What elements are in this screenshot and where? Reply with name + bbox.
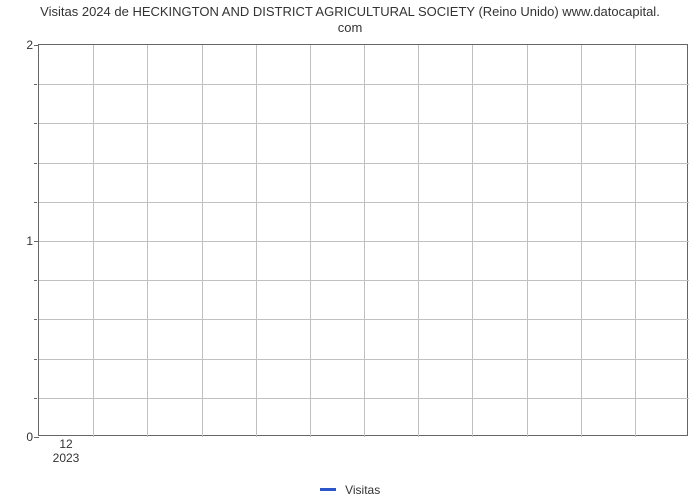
- x-axis-tick-label-year: 2023: [53, 451, 80, 465]
- gridline-horizontal: [39, 280, 689, 281]
- chart-title: Visitas 2024 de HECKINGTON AND DISTRICT …: [0, 4, 700, 37]
- y-axis-major-tick: [34, 241, 39, 242]
- gridline-horizontal: [39, 163, 689, 164]
- gridline-horizontal: [39, 319, 689, 320]
- chart-container: Visitas 2024 de HECKINGTON AND DISTRICT …: [0, 0, 700, 500]
- y-axis-minor-tick: [34, 359, 37, 360]
- y-axis-major-tick: [34, 45, 39, 46]
- gridline-horizontal: [39, 123, 689, 124]
- y-axis-minor-tick: [34, 319, 37, 320]
- y-axis-minor-tick: [34, 398, 37, 399]
- gridline-horizontal: [39, 84, 689, 85]
- y-axis-tick-label: 2: [26, 38, 33, 52]
- y-axis-tick-label: 1: [26, 234, 33, 248]
- plot-area: 012122023: [38, 44, 688, 436]
- legend-swatch: [320, 488, 336, 491]
- y-axis-minor-tick: [34, 280, 37, 281]
- gridline-horizontal: [39, 241, 689, 242]
- gridline-horizontal: [39, 359, 689, 360]
- gridline-horizontal: [39, 398, 689, 399]
- x-axis-tick-label-month: 12: [59, 437, 72, 451]
- chart-title-line2: com: [338, 20, 363, 35]
- y-axis-minor-tick: [34, 163, 37, 164]
- legend-label: Visitas: [345, 483, 380, 497]
- y-axis-minor-tick: [34, 84, 37, 85]
- chart-title-line1: Visitas 2024 de HECKINGTON AND DISTRICT …: [40, 4, 660, 19]
- y-axis-major-tick: [34, 437, 39, 438]
- y-axis-tick-label: 0: [26, 430, 33, 444]
- y-axis-minor-tick: [34, 202, 37, 203]
- y-axis-minor-tick: [34, 123, 37, 124]
- legend: Visitas: [0, 482, 700, 497]
- gridline-horizontal: [39, 202, 689, 203]
